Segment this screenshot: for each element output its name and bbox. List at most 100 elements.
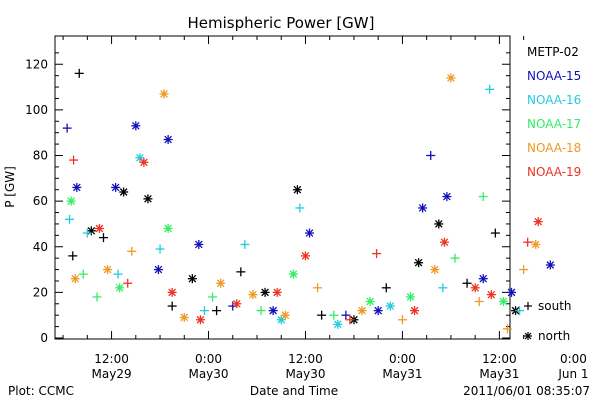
data-point <box>92 292 102 302</box>
data-point <box>474 297 484 306</box>
y-tick-label: 100 <box>25 103 48 117</box>
data-point <box>438 283 448 293</box>
legend-item: NOAA-17 <box>527 117 581 131</box>
data-point <box>385 301 395 311</box>
data-point <box>410 306 420 316</box>
plot-frame <box>54 35 511 340</box>
x-axis-label: Date and Time <box>250 384 338 398</box>
data-point <box>418 203 428 213</box>
y-tick-label: 120 <box>25 57 48 71</box>
data-points <box>62 68 555 334</box>
data-point <box>155 244 165 254</box>
data-point <box>439 237 449 247</box>
data-point <box>434 219 444 229</box>
data-point <box>523 237 533 247</box>
marker-legend-label: north <box>538 329 570 343</box>
marker-symbol <box>524 332 532 340</box>
data-point <box>163 135 173 145</box>
footer-timestamp: 2011/06/01 08:35:07 <box>463 384 590 398</box>
x-tick-date-label: May31 <box>382 367 422 381</box>
chart-title: Hemispheric Power [GW] <box>188 14 375 32</box>
data-point <box>272 287 282 297</box>
data-point <box>163 224 173 233</box>
data-point <box>194 239 204 249</box>
y-tick-label: 20 <box>33 285 48 299</box>
data-point <box>103 265 113 275</box>
data-point <box>295 203 305 213</box>
y-tick-label: 40 <box>33 240 48 254</box>
data-point <box>212 306 222 316</box>
x-tick-date-label: Jun 1 <box>557 367 588 381</box>
data-point <box>373 306 383 316</box>
data-point <box>268 306 278 316</box>
data-point <box>68 251 78 261</box>
data-point <box>345 315 355 325</box>
data-point <box>519 265 529 275</box>
data-point <box>78 269 88 279</box>
data-point <box>248 290 258 300</box>
data-point <box>228 301 238 311</box>
y-tick-label: 0 <box>40 331 48 345</box>
data-point <box>292 185 302 195</box>
data-point <box>70 274 80 284</box>
data-point <box>143 194 153 204</box>
data-point <box>195 315 205 325</box>
data-point <box>86 226 96 236</box>
data-point <box>208 292 218 302</box>
data-point <box>98 233 108 243</box>
x-tick-time-label: 0:00 <box>560 352 587 366</box>
data-point <box>515 306 525 316</box>
data-point <box>139 157 149 167</box>
x-tick-time-label: 0:00 <box>389 352 416 366</box>
data-point <box>329 310 339 320</box>
data-point <box>507 287 517 297</box>
x-axis: 12:00May290:00May3012:00May300:00May3112… <box>62 36 589 381</box>
data-point <box>365 297 375 306</box>
data-point <box>442 192 452 202</box>
data-point <box>187 274 197 284</box>
data-point <box>115 283 125 293</box>
data-point <box>333 319 343 329</box>
data-point <box>478 192 488 202</box>
y-axis-label: P [GW] <box>3 166 17 208</box>
data-point <box>74 68 84 78</box>
data-point <box>317 310 327 320</box>
x-tick-time-label: 12:00 <box>288 352 323 366</box>
data-point <box>62 123 72 133</box>
x-tick-date-label: May30 <box>188 367 228 381</box>
data-point <box>470 283 480 293</box>
data-point <box>498 297 508 306</box>
data-point <box>502 324 512 334</box>
footer-plot-source: Plot: CCMC <box>8 384 74 398</box>
data-point <box>260 287 270 297</box>
data-point <box>414 258 424 268</box>
data-point <box>153 265 163 275</box>
data-point <box>199 306 209 316</box>
data-point <box>462 278 472 288</box>
y-tick-label: 60 <box>33 194 48 208</box>
data-point <box>531 239 541 249</box>
data-point <box>381 283 391 293</box>
data-point <box>486 290 496 300</box>
data-point <box>167 287 177 297</box>
data-point <box>485 84 495 94</box>
data-point <box>69 155 79 165</box>
data-point <box>232 299 242 309</box>
data-point <box>288 269 298 279</box>
x-tick-date-label: May31 <box>479 367 519 381</box>
x-tick-time-label: 0:00 <box>195 352 222 366</box>
data-point <box>119 187 129 197</box>
data-point <box>300 251 310 261</box>
data-point <box>111 182 121 192</box>
data-point <box>72 182 82 192</box>
legend-item: NOAA-16 <box>527 93 581 107</box>
data-point <box>66 196 76 206</box>
x-tick-date-label: May29 <box>92 367 132 381</box>
data-point <box>426 151 436 160</box>
data-point <box>446 73 456 83</box>
data-point <box>341 310 351 320</box>
data-point <box>372 249 382 259</box>
x-tick-time-label: 12:00 <box>482 352 517 366</box>
data-point <box>127 246 137 256</box>
